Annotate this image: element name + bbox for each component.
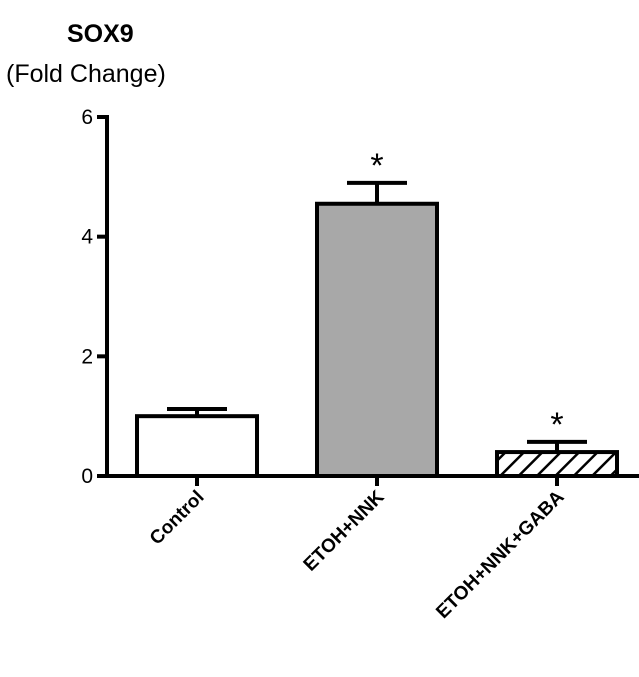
significance-marker-etoh-nnk: * bbox=[370, 147, 383, 185]
category-label-control: Control bbox=[146, 487, 209, 550]
bar-etoh-nnk bbox=[315, 201, 439, 478]
y-tick-label: 2 bbox=[81, 345, 93, 368]
category-labels: Control ETOH+NNK ETOH+NNK+GABA bbox=[146, 486, 569, 622]
y-tick-label: 6 bbox=[81, 106, 93, 129]
category-label-etoh-nnk-gaba: ETOH+NNK+GABA bbox=[432, 486, 568, 622]
significance-marker-etoh-nnk-gaba: * bbox=[550, 406, 563, 444]
y-axis: 0 2 4 6 bbox=[81, 106, 109, 488]
category-label-etoh-nnk: ETOH+NNK bbox=[300, 486, 389, 575]
y-tick-label: 0 bbox=[81, 465, 93, 488]
chart-title: SOX9 bbox=[67, 20, 134, 48]
bar-etoh-nnk-gaba bbox=[495, 450, 619, 479]
chart-subtitle: (Fold Change) bbox=[6, 60, 166, 88]
bars-layer: ** bbox=[135, 147, 619, 479]
x-axis bbox=[105, 474, 639, 486]
y-tick-label: 4 bbox=[81, 226, 93, 249]
bar-control bbox=[135, 414, 259, 478]
